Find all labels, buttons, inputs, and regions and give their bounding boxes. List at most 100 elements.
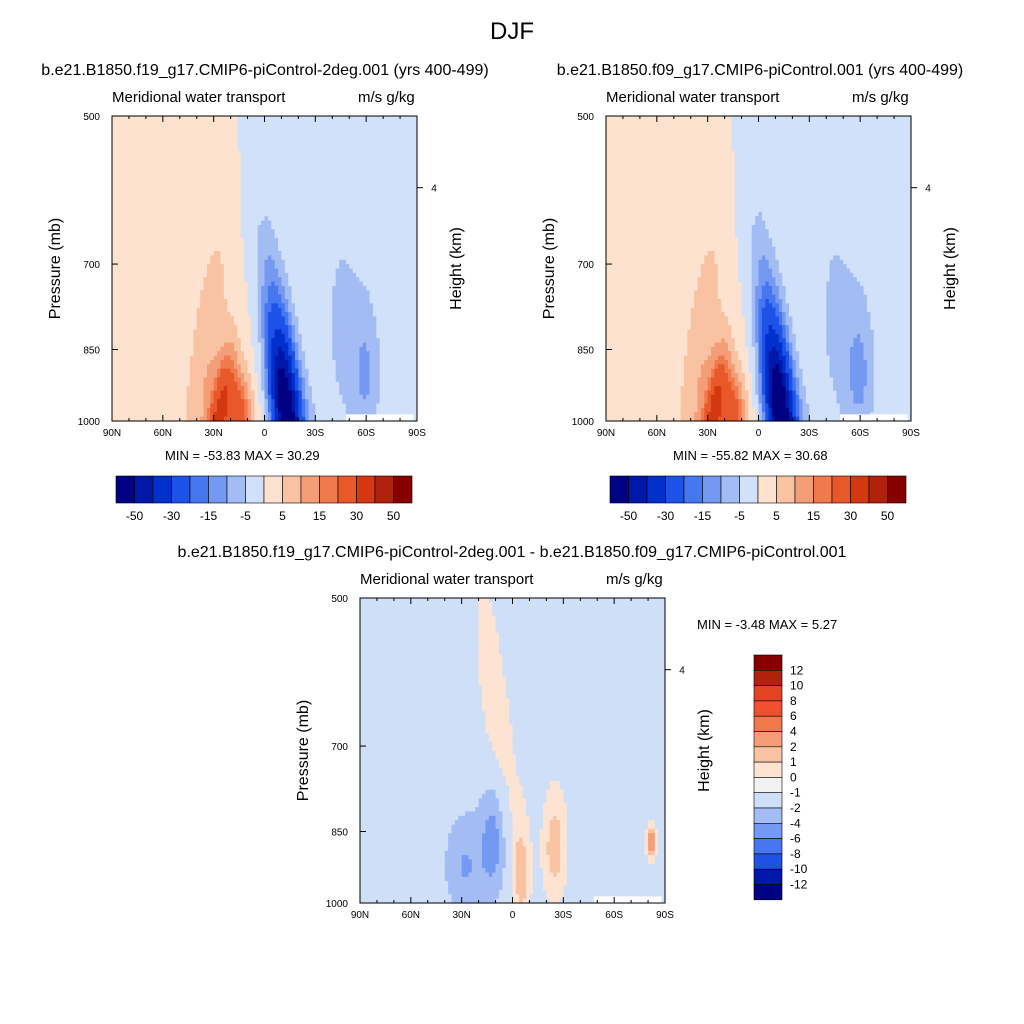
field-cell	[271, 177, 276, 182]
field-cell	[318, 185, 323, 191]
field-cell	[332, 211, 337, 217]
field-cell	[237, 163, 242, 169]
field-cell	[145, 116, 150, 121]
field-cell	[156, 116, 161, 121]
field-cell	[234, 281, 238, 287]
field-cell	[257, 281, 262, 287]
field-cell	[271, 181, 276, 187]
field-cell	[257, 220, 262, 226]
field-cell	[271, 233, 276, 239]
field-cell	[305, 190, 310, 196]
field-cell	[234, 251, 238, 257]
field-cell	[366, 177, 371, 182]
field-cell	[166, 203, 171, 209]
field-cell	[230, 259, 235, 265]
field-cell	[156, 203, 161, 209]
field-cell	[301, 290, 306, 296]
field-cell	[315, 163, 320, 169]
field-cell	[339, 190, 344, 196]
field-cell	[196, 268, 201, 274]
field-cell	[315, 251, 320, 257]
field-cell	[183, 198, 188, 204]
field-cell	[264, 120, 269, 126]
field-cell	[393, 238, 398, 243]
field-cell	[217, 116, 222, 121]
field-cell	[295, 155, 299, 161]
field-cell	[315, 290, 320, 296]
field-cell	[247, 290, 252, 296]
field-cell	[396, 272, 401, 278]
field-cell	[301, 172, 306, 178]
field-cell	[118, 216, 123, 222]
field-cell	[244, 185, 249, 191]
field-cell	[156, 146, 161, 152]
field-cell	[325, 224, 330, 230]
field-cell	[139, 124, 144, 130]
field-cell	[322, 211, 327, 217]
field-cell	[230, 198, 235, 204]
field-cell	[173, 233, 177, 239]
field-cell	[210, 268, 215, 274]
field-cell	[335, 155, 340, 161]
field-cell	[386, 246, 391, 252]
field-cell	[139, 133, 144, 139]
field-cell	[379, 281, 384, 287]
field-cell	[389, 259, 394, 265]
field-cell	[261, 133, 266, 139]
field-cell	[335, 211, 340, 217]
field-cell	[328, 116, 333, 121]
field-cell	[206, 198, 211, 204]
field-cell	[186, 251, 191, 257]
field-cell	[210, 238, 215, 243]
field-cell	[406, 207, 411, 213]
field-cell	[396, 251, 401, 257]
field-cell	[200, 233, 205, 239]
field-cell	[389, 238, 394, 243]
field-cell	[339, 264, 344, 270]
field-cell	[125, 172, 130, 178]
field-cell	[112, 185, 116, 191]
field-cell	[359, 185, 364, 191]
field-cell	[311, 246, 316, 252]
field-cell	[250, 207, 255, 213]
field-cell	[166, 229, 171, 235]
field-cell	[396, 120, 401, 126]
field-cell	[176, 133, 181, 139]
field-cell	[159, 216, 164, 222]
field-cell	[230, 224, 235, 230]
field-cell	[369, 272, 374, 278]
field-cell	[366, 190, 371, 196]
field-cell	[173, 129, 177, 135]
field-cell	[308, 272, 313, 278]
field-cell	[315, 124, 320, 130]
field-cell	[372, 233, 377, 239]
field-cell	[118, 163, 123, 169]
field-cell	[196, 146, 201, 152]
field-cell	[132, 159, 137, 165]
field-cell	[379, 264, 384, 270]
field-cell	[112, 233, 116, 239]
field-cell	[166, 220, 171, 226]
field-cell	[227, 137, 232, 143]
field-cell	[403, 133, 408, 139]
field-cell	[227, 233, 232, 239]
field-cell	[413, 155, 418, 161]
field-cell	[139, 177, 144, 182]
field-cell	[328, 238, 333, 243]
field-cell	[339, 137, 344, 143]
field-cell	[400, 224, 405, 230]
field-cell	[250, 229, 255, 235]
field-cell	[291, 146, 296, 152]
field-cell	[240, 220, 245, 226]
field-cell	[284, 242, 289, 248]
field-cell	[284, 268, 289, 274]
field-cell	[298, 203, 303, 209]
field-cell	[305, 259, 310, 265]
field-cell	[410, 185, 415, 191]
field-cell	[267, 290, 272, 296]
field-cell	[220, 159, 225, 165]
field-cell	[244, 246, 249, 252]
field-cell	[237, 216, 242, 222]
field-cell	[284, 163, 289, 169]
field-cell	[139, 181, 144, 187]
